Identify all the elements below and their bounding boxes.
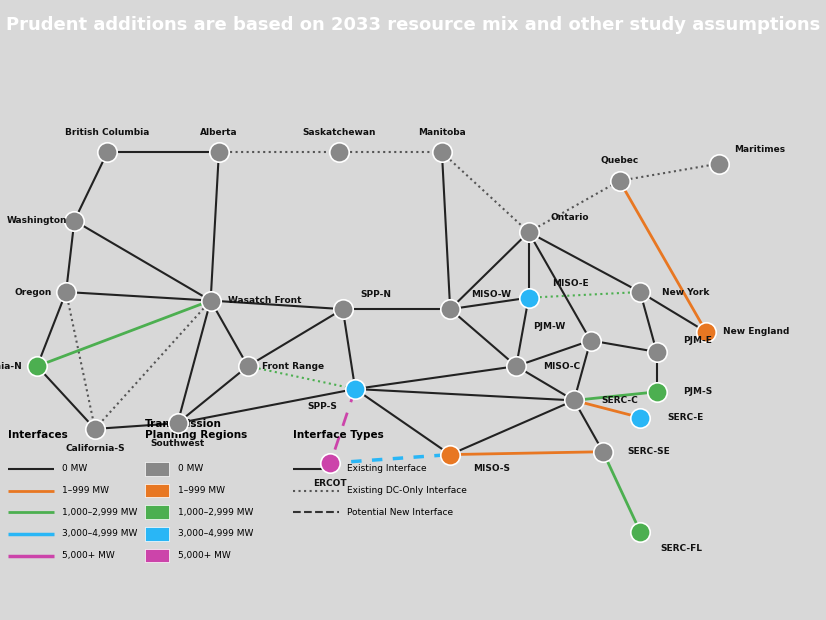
Text: MISO-S: MISO-S <box>473 464 510 473</box>
Text: Ontario: Ontario <box>551 213 589 223</box>
Text: Saskatchewan: Saskatchewan <box>302 128 375 137</box>
FancyBboxPatch shape <box>145 484 169 497</box>
Text: California-S: California-S <box>65 445 125 453</box>
Text: SPP-N: SPP-N <box>360 290 392 299</box>
Text: Interface Types: Interface Types <box>293 430 384 440</box>
Text: Maritimes: Maritimes <box>734 145 786 154</box>
Text: SERC-C: SERC-C <box>601 396 638 405</box>
Text: MISO-W: MISO-W <box>472 290 511 299</box>
Text: California-N: California-N <box>0 361 22 371</box>
Text: 5,000+ MW: 5,000+ MW <box>62 551 115 560</box>
FancyBboxPatch shape <box>145 462 169 476</box>
Text: 0 MW: 0 MW <box>178 464 203 473</box>
Text: Oregon: Oregon <box>14 288 52 296</box>
Text: PJM-E: PJM-E <box>684 336 712 345</box>
Text: SPP-S: SPP-S <box>307 402 337 410</box>
Text: ERCOT: ERCOT <box>314 479 347 487</box>
FancyBboxPatch shape <box>145 527 169 541</box>
Text: SERC-E: SERC-E <box>667 413 704 422</box>
Text: Prudent additions are based on 2033 resource mix and other study assumptions: Prudent additions are based on 2033 reso… <box>6 16 820 34</box>
Text: 1–999 MW: 1–999 MW <box>62 486 109 495</box>
Text: 1,000–2,999 MW: 1,000–2,999 MW <box>178 508 253 516</box>
Text: PJM-W: PJM-W <box>533 322 566 330</box>
Text: SERC-SE: SERC-SE <box>627 447 670 456</box>
Text: Potential New Interface: Potential New Interface <box>347 508 453 516</box>
Text: Front Range: Front Range <box>262 361 325 371</box>
Text: Washington: Washington <box>7 216 68 225</box>
Text: 3,000–4,999 MW: 3,000–4,999 MW <box>62 529 137 538</box>
Text: Transmission
Planning Regions: Transmission Planning Regions <box>145 418 247 440</box>
Text: New England: New England <box>723 327 789 337</box>
Text: Existing DC-Only Interface: Existing DC-Only Interface <box>347 486 467 495</box>
Text: Existing Interface: Existing Interface <box>347 464 426 473</box>
Text: 3,000–4,999 MW: 3,000–4,999 MW <box>178 529 253 538</box>
Text: PJM-S: PJM-S <box>683 388 713 396</box>
Text: Southwest: Southwest <box>150 439 205 448</box>
Text: Wasatch Front: Wasatch Front <box>228 296 301 305</box>
Text: SERC-FL: SERC-FL <box>661 544 702 553</box>
Text: 1–999 MW: 1–999 MW <box>178 486 225 495</box>
Text: Interfaces: Interfaces <box>8 430 68 440</box>
Text: British Columbia: British Columbia <box>65 128 150 137</box>
Text: MISO-E: MISO-E <box>552 279 588 288</box>
Text: New York: New York <box>662 288 710 296</box>
Text: 1,000–2,999 MW: 1,000–2,999 MW <box>62 508 137 516</box>
Text: Alberta: Alberta <box>200 128 238 137</box>
Text: Quebec: Quebec <box>601 156 638 166</box>
FancyBboxPatch shape <box>145 505 169 519</box>
Text: 5,000+ MW: 5,000+ MW <box>178 551 230 560</box>
FancyBboxPatch shape <box>145 549 169 562</box>
Text: Manitoba: Manitoba <box>418 128 466 137</box>
Text: MISO-C: MISO-C <box>544 361 580 371</box>
Text: 0 MW: 0 MW <box>62 464 88 473</box>
